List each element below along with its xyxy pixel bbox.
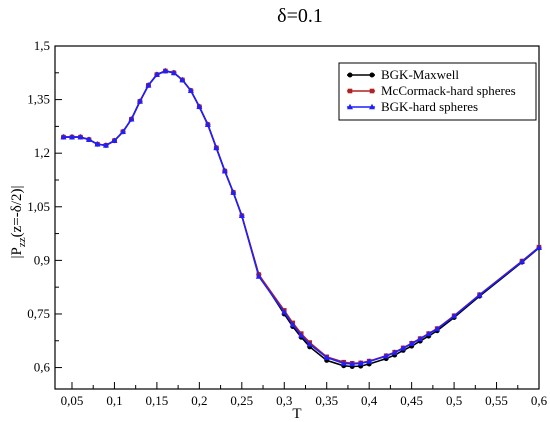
y-axis-label-prefix: |P [9, 247, 25, 258]
data-point [357, 360, 364, 366]
y-tick-label: 1,05 [27, 199, 50, 214]
chart-title: δ=0.1 [277, 5, 323, 27]
data-point [77, 133, 84, 140]
data-point [425, 330, 432, 337]
data-point [221, 167, 228, 174]
legend-swatch-marker [369, 103, 375, 110]
data-point [136, 98, 143, 104]
legend-label: McCormack-hard spheres [381, 83, 516, 98]
data-point [306, 341, 313, 347]
data-point [289, 321, 296, 327]
x-tick-label: 0,45 [400, 393, 423, 408]
data-point [323, 354, 330, 360]
x-tick-label: 0,3 [276, 393, 292, 408]
data-point [85, 136, 92, 142]
data-point [119, 128, 126, 135]
data-point [153, 71, 160, 77]
data-point [196, 103, 203, 110]
data-point [162, 67, 169, 74]
data-point [111, 137, 118, 143]
data-point [434, 325, 441, 332]
x-tick-label: 0,4 [361, 393, 378, 408]
y-axis: 0,6 0,75 0,9 1,05 1,2 1,35 1,5 [27, 38, 62, 375]
x-tick-label: 0,5 [446, 393, 462, 408]
x-tick-label: 0,2 [191, 393, 207, 408]
data-point [170, 69, 177, 76]
x-axis: 0,05 0,1 0,15 0,2 0,25 0,3 0,35 0,4 0,45 0,5 0,55 0… [61, 382, 548, 408]
data-point [60, 133, 67, 140]
data-point [536, 244, 542, 250]
data-point [417, 335, 424, 342]
data-point [451, 312, 458, 319]
data-point [187, 87, 194, 93]
data-point [298, 332, 305, 338]
data-point [128, 116, 135, 122]
legend-swatch-marker [369, 88, 375, 94]
data-point [366, 358, 373, 364]
data-point [213, 144, 220, 151]
y-tick-label: 1,2 [34, 145, 50, 160]
legend-label: BGK-hard spheres [381, 99, 478, 114]
data-point [68, 133, 75, 140]
data-point [204, 121, 211, 127]
data-point [476, 291, 483, 298]
data-point [145, 82, 152, 88]
y-tick-label: 1,5 [34, 38, 50, 53]
data-point [255, 273, 262, 279]
y-axis-label-subscript: zz [16, 237, 28, 247]
data-point [519, 258, 526, 264]
data-point [391, 349, 398, 355]
legend-label: BGK-Maxwell [381, 67, 459, 82]
y-tick-label: 0,9 [34, 252, 50, 267]
plot-frame [54, 45, 540, 390]
data-point [94, 141, 101, 147]
y-tick-label: 0,75 [27, 306, 50, 321]
y-tick-label: 0,6 [34, 360, 51, 375]
data-point [102, 142, 109, 148]
legend-swatch-marker [347, 103, 353, 110]
data-point [230, 189, 237, 195]
x-tick-label: 0,6 [531, 393, 548, 408]
plot-area [54, 45, 540, 390]
y-tick-label: 1,35 [27, 92, 50, 107]
y-axis-label-suffix: (z=-δ/2)| [9, 186, 25, 238]
legend-swatch-marker [347, 72, 353, 78]
x-axis-label: T [292, 406, 301, 422]
data-point [179, 76, 186, 83]
y-axis-label: |Pzz(z=-δ/2)| [9, 186, 28, 259]
x-tick-label: 0,05 [61, 393, 84, 408]
data-point [340, 360, 347, 366]
legend-swatch-marker [347, 88, 353, 94]
x-tick-label: 0,1 [106, 393, 122, 408]
data-point [383, 352, 390, 359]
series-triangle [60, 67, 542, 367]
data-point [400, 345, 407, 351]
data-point [349, 360, 356, 367]
x-tick-label: 0,15 [146, 393, 169, 408]
x-tick-label: 0,35 [315, 393, 338, 408]
legend-swatch-marker [369, 72, 375, 78]
data-point [281, 308, 288, 315]
series-layer [60, 67, 542, 369]
data-point [408, 340, 415, 346]
x-tick-label: 0,25 [230, 393, 253, 408]
x-tick-label: 0,55 [485, 393, 508, 408]
data-point [238, 212, 245, 219]
